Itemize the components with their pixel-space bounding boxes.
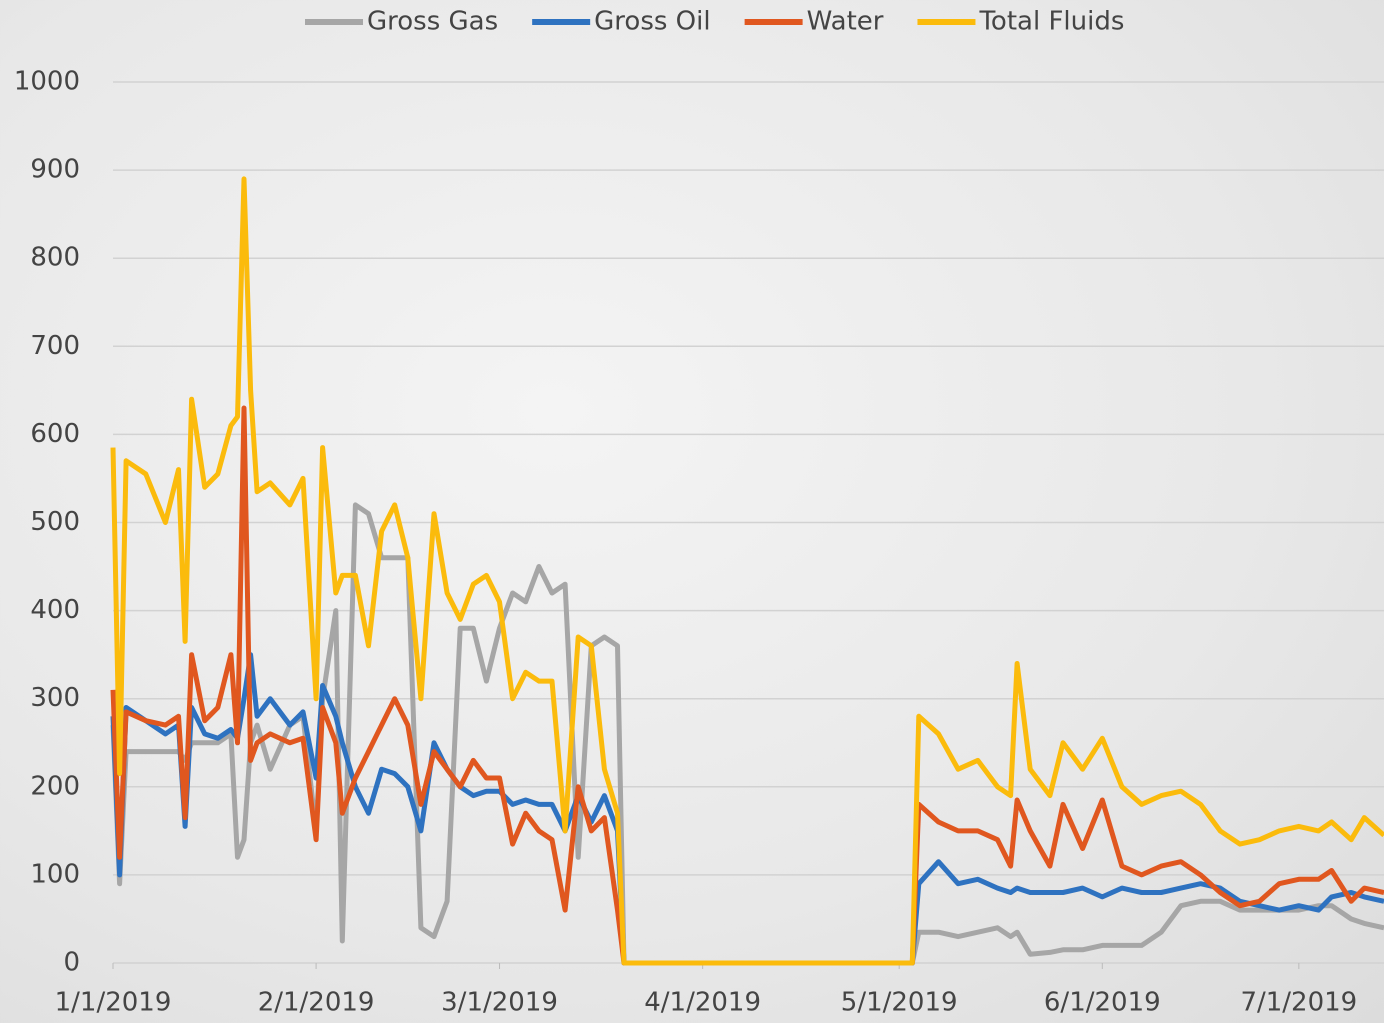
series-line bbox=[110, 405, 1384, 966]
y-tick-label: 100 bbox=[30, 859, 80, 889]
y-tick-label: 800 bbox=[30, 243, 80, 273]
y-tick-label: 900 bbox=[30, 155, 80, 185]
series-line bbox=[110, 176, 1384, 966]
x-tick-label: 6/1/2019 bbox=[1044, 988, 1161, 1018]
legend-label: Gross Gas bbox=[367, 7, 498, 37]
series-line bbox=[110, 502, 1384, 966]
x-tick-label: 1/1/2019 bbox=[55, 988, 172, 1018]
y-tick-label: 500 bbox=[30, 507, 80, 537]
y-tick-label: 700 bbox=[30, 331, 80, 361]
y-tick-label: 400 bbox=[30, 595, 80, 625]
y-tick-label: 200 bbox=[30, 771, 80, 801]
x-tick-label: 2/1/2019 bbox=[258, 988, 375, 1018]
y-tick-label: 600 bbox=[30, 419, 80, 449]
x-tick-label: 4/1/2019 bbox=[644, 988, 761, 1018]
x-tick-label: 5/1/2019 bbox=[841, 988, 958, 1018]
legend-label: Gross Oil bbox=[594, 7, 710, 37]
y-tick-label: 0 bbox=[63, 948, 80, 978]
x-tick-label: 7/1/2019 bbox=[1240, 988, 1357, 1018]
x-tick-label: 3/1/2019 bbox=[441, 988, 558, 1018]
legend-label: Total Fluids bbox=[978, 7, 1124, 37]
y-tick-label: 300 bbox=[30, 683, 80, 713]
legend-label: Water bbox=[807, 7, 884, 37]
series-line bbox=[110, 652, 1384, 966]
y-tick-label: 1000 bbox=[14, 67, 80, 97]
